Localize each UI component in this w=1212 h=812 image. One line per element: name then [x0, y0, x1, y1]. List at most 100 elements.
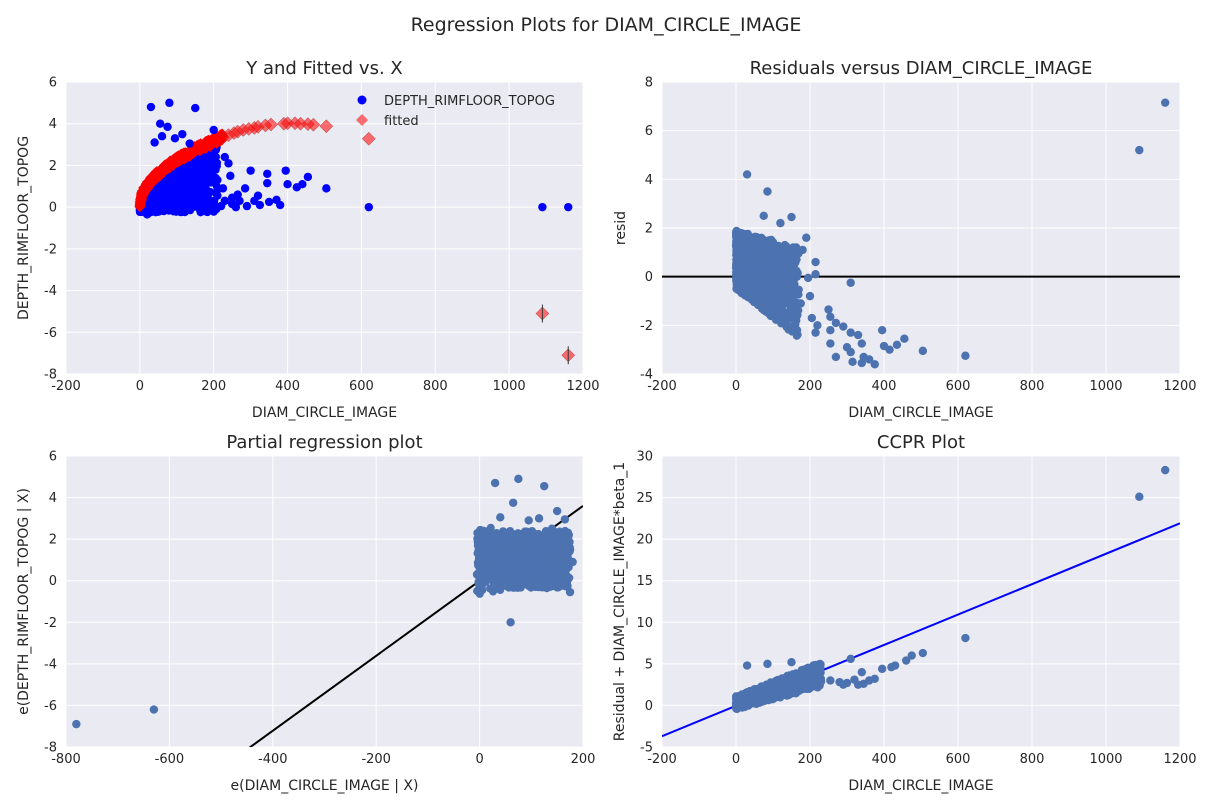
- panel-title: Residuals versus DIAM_CIRCLE_IMAGE: [750, 58, 1093, 79]
- data-point: [246, 166, 255, 175]
- resid-point: [753, 258, 762, 267]
- y-tick-label: 8: [645, 76, 653, 91]
- resid-point: [767, 295, 776, 304]
- observed-point: [191, 180, 200, 189]
- data-point: [563, 532, 572, 542]
- x-axis-label: DIAM_CIRCLE_IMAGE: [848, 405, 993, 421]
- data-point: [196, 163, 205, 172]
- resid-point: [778, 296, 787, 305]
- observed-point: [200, 184, 209, 193]
- partial-point: [532, 559, 541, 568]
- data-point: [560, 515, 570, 524]
- data-point: [907, 651, 916, 660]
- resid-point: [752, 242, 761, 251]
- data-point: [846, 278, 855, 287]
- resid-point: [750, 232, 759, 241]
- resid-point: [741, 288, 750, 297]
- data-point: [233, 190, 242, 199]
- data-point: [877, 664, 887, 674]
- y-tick-label: 10: [636, 616, 653, 631]
- partial-point: [500, 578, 509, 587]
- panel-partreg: -800 -600 -400 -200 0 200 -8 -6 -4 -2 0 2 4 6 Partial …: [16, 432, 595, 794]
- data-point: [209, 125, 218, 135]
- x-tick-label: -200: [361, 752, 391, 767]
- partial-point: [542, 538, 551, 547]
- resid-point: [735, 259, 744, 268]
- data-point: [853, 330, 863, 340]
- data-point: [902, 656, 911, 665]
- resid-point: [764, 306, 773, 315]
- data-point: [231, 202, 241, 212]
- resid-point: [783, 314, 792, 323]
- resid-point: [742, 259, 751, 268]
- resid-point: [792, 288, 801, 297]
- panel-yfitted: -200 0 200 400 600 800 1000 1200 -8 -6 -4 -2 0 2 4 6 Y a…: [16, 58, 600, 421]
- y-tick-label: 4: [49, 117, 57, 132]
- data-point: [216, 201, 226, 211]
- partial-point: [511, 560, 520, 569]
- fitted-point: [306, 117, 321, 132]
- data-point: [787, 212, 796, 222]
- ccpr-point: [756, 686, 765, 695]
- resid-point: [733, 231, 742, 240]
- resid-point: [768, 247, 777, 256]
- data-point: [506, 618, 515, 627]
- dense-cluster-ccpr: [732, 659, 826, 714]
- data-point: [826, 312, 835, 322]
- data-point: [805, 291, 815, 301]
- data-point: [759, 211, 768, 221]
- y-tick-label: -5: [640, 741, 653, 756]
- partial-point: [512, 568, 521, 577]
- data-point: [490, 478, 500, 488]
- series-yfitted-1: [216, 116, 576, 365]
- data-point: [1135, 492, 1144, 501]
- x-tick-label: 600: [349, 379, 374, 394]
- y-tick-label: -2: [44, 616, 57, 631]
- ccpr-point: [774, 690, 783, 699]
- partial-point: [494, 540, 503, 549]
- partial-point: [487, 562, 496, 571]
- plot-content-yfitted: [134, 98, 576, 365]
- data-point: [263, 169, 272, 178]
- dense-cluster-partreg: [473, 523, 574, 598]
- resid-point: [782, 242, 791, 251]
- partial-point: [509, 583, 518, 592]
- x-tick-label: 1000: [1089, 379, 1122, 394]
- series-ccpr-0: [742, 465, 1170, 689]
- data-point: [1135, 145, 1144, 155]
- resid-point: [751, 251, 760, 260]
- resid-point: [741, 240, 750, 249]
- data-point: [224, 159, 233, 168]
- data-point: [776, 218, 785, 228]
- resid-point: [774, 268, 783, 277]
- data-point: [816, 677, 826, 686]
- partial-point: [554, 551, 563, 560]
- data-point: [143, 210, 152, 219]
- series-yfitted-0: [143, 98, 573, 219]
- data-point: [255, 200, 265, 210]
- observed-point: [196, 190, 205, 199]
- data-point: [870, 674, 879, 684]
- data-point: [846, 654, 855, 664]
- observed-point: [152, 201, 161, 210]
- data-point: [564, 202, 573, 212]
- data-point: [283, 180, 292, 189]
- observed-point: [172, 203, 181, 212]
- legend-label-fitted: fitted: [384, 114, 419, 129]
- data-point: [802, 233, 811, 242]
- observed-point: [177, 177, 186, 186]
- partial-point: [549, 541, 558, 550]
- data-point: [1161, 465, 1170, 475]
- partial-point: [485, 538, 494, 547]
- data-point: [803, 273, 813, 283]
- x-tick-label: -400: [258, 752, 288, 767]
- resid-point: [779, 308, 788, 317]
- data-point: [961, 351, 970, 360]
- data-point: [763, 659, 772, 669]
- observed-point: [154, 185, 163, 194]
- y-tick-label: 0: [645, 699, 653, 714]
- data-point: [824, 305, 833, 314]
- data-point: [298, 180, 307, 189]
- data-point: [552, 506, 562, 516]
